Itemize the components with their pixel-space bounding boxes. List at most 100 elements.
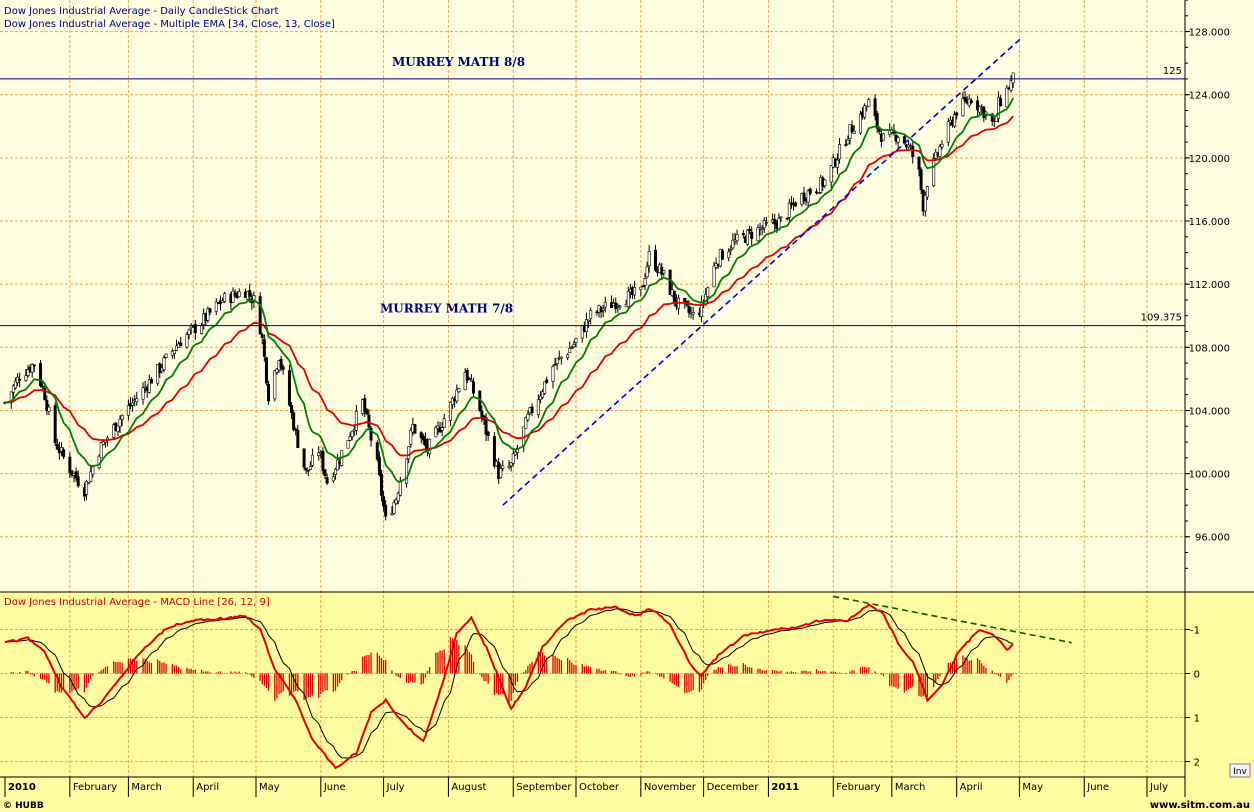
candle [55, 438, 59, 451]
candle [543, 381, 547, 395]
macd-line [4, 603, 1014, 770]
candle-body [794, 202, 798, 207]
candle-body [1005, 87, 1009, 108]
overlay-lines: MURREY MATH 8/8 125 MURREY MATH 7/8 109.375 [0, 37, 1185, 506]
candle [712, 261, 716, 288]
candle-body [946, 121, 950, 143]
candle [126, 399, 130, 421]
candle-body [394, 498, 398, 504]
candle [32, 364, 36, 372]
candle-body [101, 441, 105, 445]
candle-body [18, 378, 22, 381]
candle-body [1009, 80, 1013, 91]
candle-body [735, 234, 739, 241]
candle-body [802, 192, 806, 202]
candle [405, 458, 409, 488]
candle-body [126, 405, 130, 416]
candle [877, 128, 881, 135]
candle-body [172, 350, 176, 354]
month-label: February [73, 782, 117, 793]
candle [457, 387, 461, 394]
candle [838, 137, 842, 164]
candle [551, 364, 555, 389]
month-label: March [895, 782, 925, 793]
candle-body [551, 366, 555, 382]
candle-body [442, 418, 446, 428]
candle-body [570, 347, 574, 349]
ema-lines [4, 97, 1014, 483]
candle-body [175, 345, 179, 351]
candle [846, 135, 850, 145]
price-tick-label: 124.000 [1189, 91, 1230, 102]
candle-body [30, 363, 34, 373]
candle-body [200, 324, 204, 334]
candle-body [691, 312, 695, 315]
month-label: 2011 [771, 782, 799, 793]
inv-button[interactable]: Inv [1229, 763, 1251, 778]
macd-title: Dow Jones Industrial Average - MACD Line… [4, 597, 270, 608]
candle [141, 382, 145, 405]
candle [30, 363, 34, 378]
candle [515, 444, 519, 460]
candle-body [996, 96, 1000, 119]
candle [741, 229, 745, 239]
candle-body [290, 405, 294, 414]
candle-body [633, 287, 637, 296]
candle-body [423, 438, 427, 446]
candle-body [281, 366, 285, 370]
candle [172, 350, 176, 359]
candle-body [421, 435, 425, 441]
candle-body [32, 364, 36, 367]
candle [802, 186, 806, 205]
candle-body [331, 476, 335, 482]
candle-body [706, 287, 710, 297]
candle-body [787, 202, 791, 218]
price-tick-label: 104.000 [1189, 406, 1230, 417]
candle [384, 500, 388, 521]
candle-body [507, 465, 511, 468]
candle [823, 179, 827, 189]
candle-body [120, 415, 124, 420]
candle-body [262, 338, 266, 357]
candle [653, 244, 657, 272]
grid [0, 0, 1185, 777]
candle [262, 334, 266, 362]
candle-body [712, 265, 716, 288]
candle [511, 447, 515, 467]
candle-body [13, 380, 17, 389]
candle [409, 427, 413, 448]
candle [390, 506, 394, 516]
candle-body [553, 364, 557, 366]
candle-body [455, 389, 459, 402]
candle [639, 286, 643, 297]
macd-tick-label: -1 [1190, 625, 1200, 636]
candle-body [377, 456, 381, 476]
candle-body [384, 504, 388, 517]
candle-body [603, 302, 607, 308]
candle-body [499, 468, 503, 478]
candle-body [846, 139, 850, 145]
candle [509, 462, 513, 472]
candle [932, 153, 936, 188]
month-label: September [516, 782, 572, 793]
candle [507, 460, 511, 470]
candle [873, 94, 877, 121]
candle-body [162, 357, 166, 370]
price-tick-label: 128.000 [1189, 28, 1230, 39]
candle [858, 110, 862, 135]
candle-body [896, 137, 900, 143]
candle [938, 143, 942, 159]
candle-body [89, 471, 93, 482]
candle [647, 244, 651, 273]
month-label: April [196, 782, 219, 793]
candle [451, 396, 455, 409]
candle-body [587, 319, 591, 322]
candle-body [131, 402, 135, 406]
candle-body [850, 125, 854, 133]
candle-body [252, 295, 256, 302]
candle [465, 367, 469, 383]
candle [39, 360, 43, 388]
candle [365, 408, 369, 416]
candle-body [647, 251, 651, 267]
